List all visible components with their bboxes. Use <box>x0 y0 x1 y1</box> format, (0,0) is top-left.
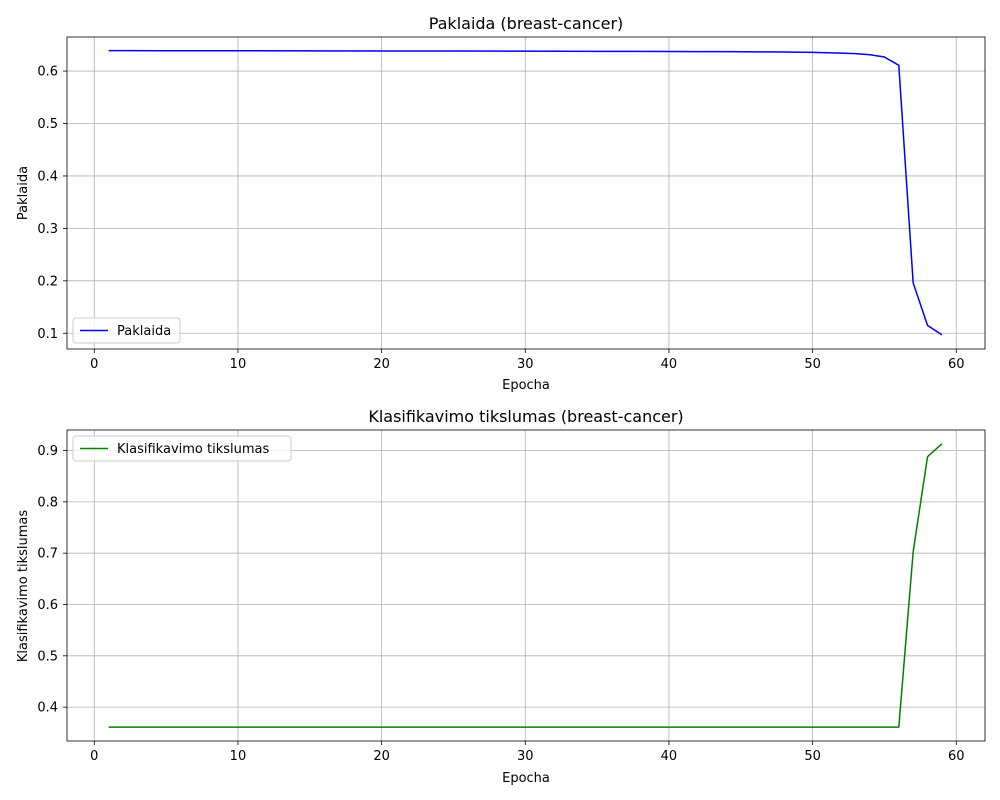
loss-y-tick-label: 0.1 <box>37 327 58 342</box>
loss-legend-box <box>72 317 181 344</box>
loss-series-line <box>108 49 943 336</box>
accuracy-x-tick-label: 20 <box>373 749 390 764</box>
accuracy-legend-label: Klasifikavimo tikslumas <box>117 442 269 457</box>
accuracy-x-tick-label: 50 <box>804 749 821 764</box>
accuracy-y-tick-label: 0.9 <box>37 444 58 459</box>
accuracy-x-tick-label: 30 <box>517 749 534 764</box>
loss-axes-frame <box>66 36 986 350</box>
accuracy-y-tick-label: 0.6 <box>37 598 58 613</box>
accuracy-axes-frame <box>66 429 986 742</box>
accuracy-x-axis-label: Epocha <box>502 771 550 786</box>
loss-y-tick-label: 0.2 <box>37 274 58 289</box>
accuracy-y-axis-label: Klasifikavimo tikslumas <box>16 510 31 662</box>
loss-x-tick-label: 20 <box>373 357 390 372</box>
loss-y-tick-label: 0.4 <box>37 169 58 184</box>
loss-y-axis-label: Paklaida <box>16 166 31 220</box>
accuracy-legend-box <box>72 435 292 462</box>
accuracy-legend: Klasifikavimo tikslumas <box>72 435 292 462</box>
loss-subplot: Paklaida (breast-cancer) Epocha Paklaida… <box>16 14 986 393</box>
loss-x-tick-label: 40 <box>661 357 678 372</box>
loss-x-tick-label: 10 <box>230 357 247 372</box>
loss-legend: Paklaida <box>72 317 181 344</box>
accuracy-y-tick-label: 0.8 <box>37 495 58 510</box>
accuracy-y-tick-label: 0.4 <box>37 701 58 716</box>
loss-y-tick-label: 0.3 <box>37 222 58 237</box>
loss-x-axis-label: Epocha <box>502 378 550 393</box>
accuracy-series-line <box>108 443 943 728</box>
loss-y-tick-label: 0.6 <box>37 65 58 80</box>
loss-y-tick-label: 0.5 <box>37 117 58 132</box>
accuracy-y-tick-label: 0.7 <box>37 547 58 562</box>
loss-chart-title: Paklaida (breast-cancer) <box>429 14 624 33</box>
accuracy-y-tick-label: 0.5 <box>37 649 58 664</box>
accuracy-x-tick-label: 60 <box>948 749 965 764</box>
accuracy-x-tick-label: 10 <box>230 749 247 764</box>
accuracy-chart-title: Klasifikavimo tikslumas (breast-cancer) <box>368 407 683 426</box>
accuracy-x-tick-label: 0 <box>90 749 98 764</box>
accuracy-x-tick-label: 40 <box>661 749 678 764</box>
loss-legend-label: Paklaida <box>117 324 171 339</box>
loss-x-tick-label: 60 <box>948 357 965 372</box>
loss-x-tick-label: 0 <box>90 357 98 372</box>
loss-x-tick-label: 30 <box>517 357 534 372</box>
accuracy-subplot: Klasifikavimo tikslumas (breast-cancer) … <box>16 407 986 786</box>
loss-x-tick-label: 50 <box>804 357 821 372</box>
